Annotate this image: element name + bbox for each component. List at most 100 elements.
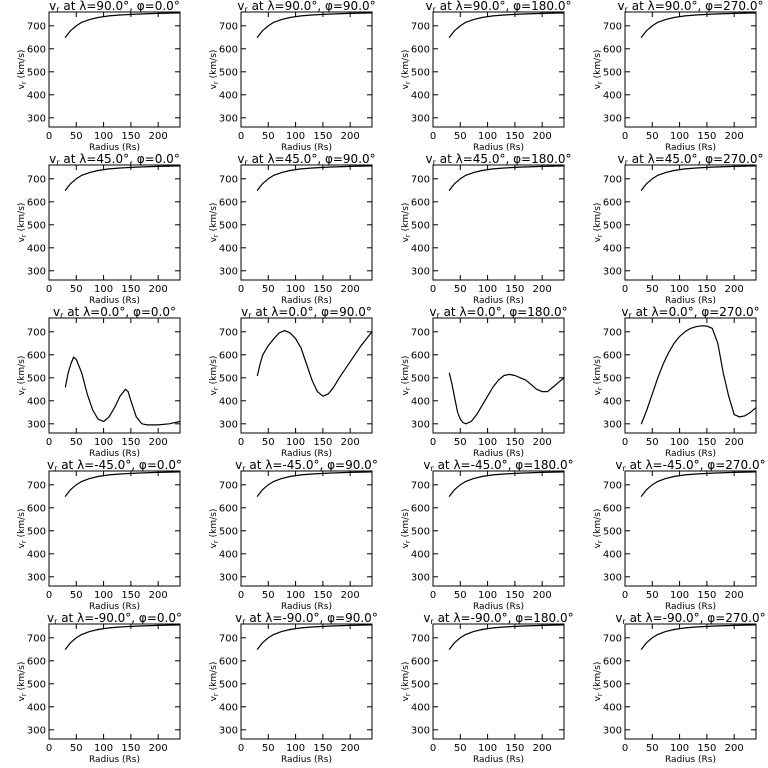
- panel-title: vr at λ=90.0°, φ=0.0°: [49, 0, 180, 14]
- x-tick-label: 150: [505, 131, 524, 142]
- x-tick-label: 100: [478, 743, 497, 754]
- title-phi: °, φ=: [694, 611, 726, 625]
- x-tick-label: 150: [313, 437, 332, 448]
- x-tick-label: 100: [670, 131, 689, 142]
- series-line: [256, 12, 373, 38]
- y-axis-label-main: v: [209, 389, 219, 395]
- title-degree: °: [174, 152, 180, 166]
- x-axis-label: Radius (Rs): [89, 602, 140, 612]
- y-axis-label-main: v: [593, 83, 603, 89]
- title-phi: °, φ=: [688, 305, 720, 319]
- y-tick-label: 300: [27, 419, 46, 430]
- title-sub: r: [628, 311, 632, 320]
- plot-frame: [240, 164, 373, 281]
- title-sub: r: [622, 464, 626, 473]
- title-at-lambda: at λ=: [248, 0, 285, 13]
- y-tick-label: 600: [219, 350, 238, 361]
- y-tick-label: 600: [27, 656, 46, 667]
- plot-frame: [240, 470, 373, 587]
- title-lambda-value: -90.0: [94, 611, 125, 625]
- plot-frame: [48, 623, 181, 740]
- y-tick-label: 600: [411, 197, 430, 208]
- x-tick-label: 50: [70, 590, 83, 601]
- x-axis-label: Radius (Rs): [665, 143, 716, 153]
- y-tick-label: 400: [219, 90, 238, 101]
- title-phi-value: 0.0: [155, 0, 174, 13]
- title-sub: r: [625, 5, 629, 14]
- title-lambda-value: 0.0: [669, 305, 688, 319]
- x-tick-label: 200: [341, 590, 360, 601]
- y-tick-label: 600: [27, 350, 46, 361]
- title-sub: r: [242, 617, 246, 626]
- series-line: [448, 624, 565, 650]
- title-phi: °, φ=: [308, 305, 340, 319]
- title-phi-value: 90.0: [345, 458, 372, 472]
- title-degree: °: [372, 611, 378, 625]
- y-axis-label-main: v: [17, 236, 27, 242]
- title-phi-value: 0.0: [157, 611, 176, 625]
- panel-title: vr at λ=90.0°, φ=90.0°: [237, 0, 375, 14]
- y-axis-label-sub: r: [404, 540, 412, 543]
- y-tick-label: 500: [219, 526, 238, 537]
- y-tick-label: 400: [219, 243, 238, 254]
- title-degree: °: [370, 152, 376, 166]
- title-degree: °: [757, 152, 763, 166]
- x-tick-label: 100: [94, 131, 113, 142]
- y-tick-label: 600: [411, 503, 430, 514]
- x-tick-label: 200: [341, 743, 360, 754]
- title-v: v: [237, 152, 244, 166]
- title-sub: r: [430, 464, 434, 473]
- y-axis-label-main: v: [401, 695, 411, 701]
- x-tick-label: 200: [725, 743, 744, 754]
- title-v: v: [618, 152, 625, 166]
- title-v: v: [241, 305, 248, 319]
- y-tick-label: 600: [27, 503, 46, 514]
- title-sub: r: [436, 311, 440, 320]
- title-phi-value: 180.0: [527, 305, 561, 319]
- plot-frame: [432, 623, 565, 740]
- y-axis-label: vr (km/s): [593, 509, 604, 549]
- y-axis-label: vr (km/s): [401, 509, 412, 549]
- y-tick-label: 500: [411, 373, 430, 384]
- title-phi: °, φ=: [313, 458, 345, 472]
- y-tick-label: 500: [411, 67, 430, 78]
- title-v: v: [426, 0, 433, 13]
- x-tick-label: 50: [646, 437, 659, 448]
- y-tick-label: 400: [27, 90, 46, 101]
- x-tick-label: 50: [646, 284, 659, 295]
- y-axis-label-units: (km/s): [401, 356, 411, 388]
- title-v: v: [47, 458, 54, 472]
- x-axis-label: Radius (Rs): [89, 143, 140, 153]
- y-axis-label: vr (km/s): [401, 50, 412, 90]
- y-axis-label: vr (km/s): [593, 662, 604, 702]
- y-tick-label: 300: [603, 113, 622, 124]
- y-axis-label: vr (km/s): [209, 50, 220, 90]
- title-phi: °, φ=: [311, 152, 343, 166]
- panel-title: vr at λ=0.0°, φ=270.0°: [621, 305, 759, 320]
- y-tick-label: 500: [603, 67, 622, 78]
- x-tick-label: 100: [94, 437, 113, 448]
- title-phi: °, φ=: [123, 0, 155, 13]
- x-axis-label: Radius (Rs): [281, 449, 332, 459]
- x-axis-label: Radius (Rs): [89, 449, 140, 459]
- x-tick-label: 100: [286, 590, 305, 601]
- y-axis-label-main: v: [209, 236, 219, 242]
- x-tick-label: 200: [149, 437, 168, 448]
- x-tick-label: 0: [46, 590, 52, 601]
- title-degree: °: [565, 152, 571, 166]
- title-lambda-value: 90.0: [665, 0, 692, 13]
- title-lambda-value: 90.0: [285, 0, 312, 13]
- x-tick-label: 100: [478, 590, 497, 601]
- y-tick-label: 700: [27, 21, 46, 32]
- x-axis-label: Radius (Rs): [665, 755, 716, 765]
- x-tick-label: 150: [505, 437, 524, 448]
- title-v: v: [615, 611, 622, 625]
- y-tick-label: 700: [603, 174, 622, 185]
